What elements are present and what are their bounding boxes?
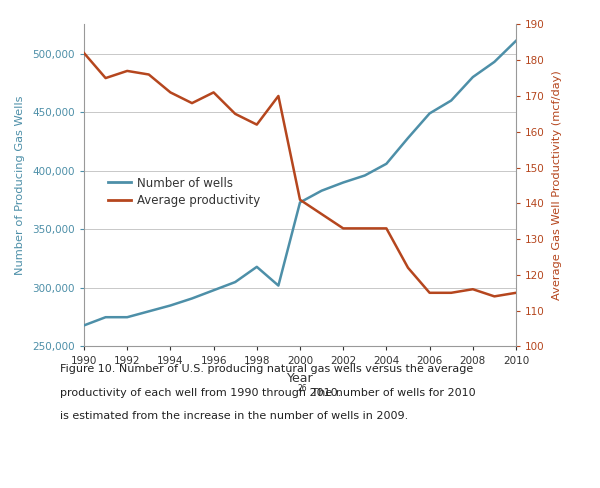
Y-axis label: Number of Producing Gas Wells: Number of Producing Gas Wells <box>16 96 25 275</box>
X-axis label: Year: Year <box>287 372 313 386</box>
Text: Figure 10. Number of U.S. producing natural gas wells versus the average: Figure 10. Number of U.S. producing natu… <box>60 364 473 373</box>
Legend: Number of wells, Average productivity: Number of wells, Average productivity <box>103 172 265 212</box>
Text: The number of wells for 2010: The number of wells for 2010 <box>308 388 475 398</box>
Text: is estimated from the increase in the number of wells in 2009.: is estimated from the increase in the nu… <box>60 411 408 421</box>
Text: 26: 26 <box>297 384 307 393</box>
Y-axis label: Average Gas Well Productivity (mcf/day): Average Gas Well Productivity (mcf/day) <box>552 71 562 300</box>
Text: productivity of each well from 1990 through 2010.: productivity of each well from 1990 thro… <box>60 388 341 398</box>
